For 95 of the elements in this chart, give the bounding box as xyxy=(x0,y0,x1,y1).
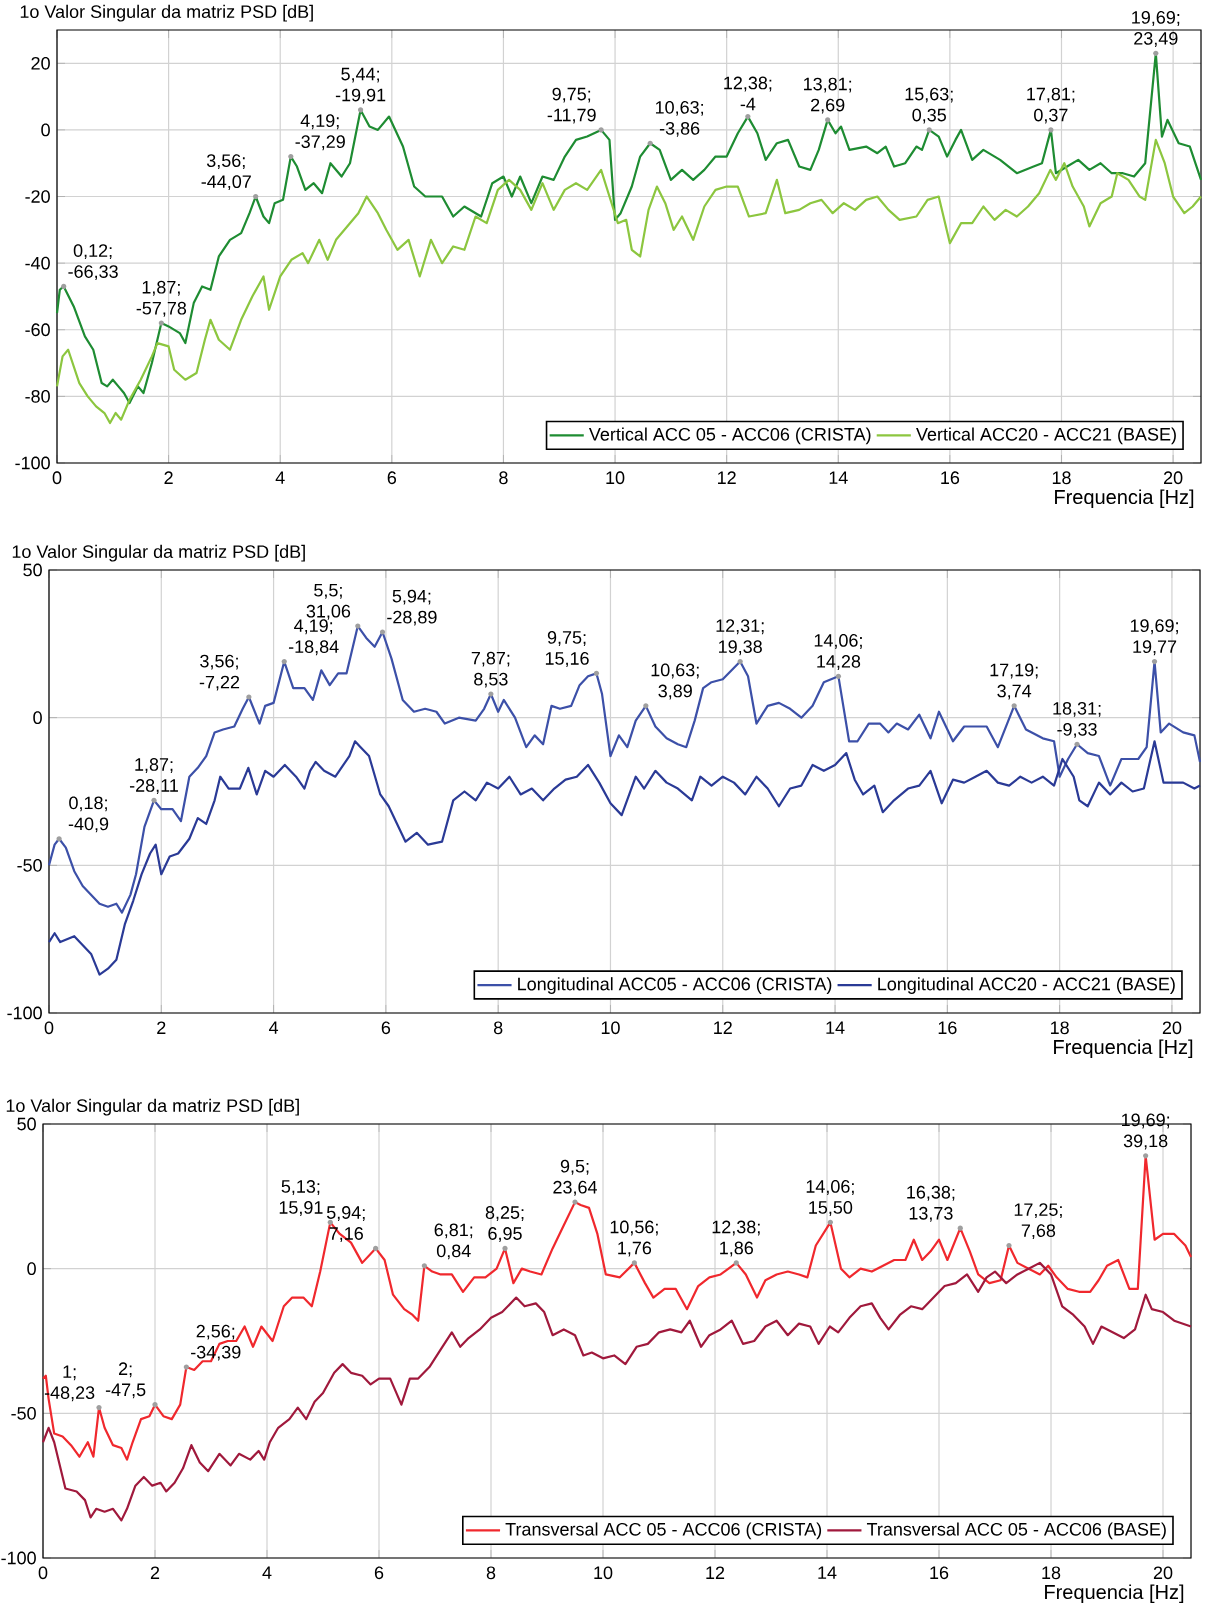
annotation: 3,56; -44,07 xyxy=(201,154,251,191)
x-tick-label: 20 xyxy=(1153,1566,1173,1580)
annotation: 1,87; -28,11 xyxy=(129,758,178,794)
x-tick-label: 12 xyxy=(714,1021,732,1034)
y-tick-label: 0 xyxy=(41,123,50,137)
x-tick-label: 16 xyxy=(930,1566,949,1580)
x-axis-title: Frequencia [Hz] xyxy=(1055,489,1194,509)
x-axis-title: Frequencia [Hz] xyxy=(1045,1584,1184,1604)
legend-label: Vertical ACC 05 - ACC06 (CRISTA) xyxy=(588,427,871,445)
annotation: 17,25; 7,68 xyxy=(1014,1203,1062,1240)
x-tick-label: 4 xyxy=(275,471,285,484)
y-tick-label: -40 xyxy=(25,256,50,270)
annotation: 18,31; -9,33 xyxy=(1053,701,1101,738)
x-tick-label: 18 xyxy=(1051,1021,1069,1035)
y-tick-label: -60 xyxy=(25,323,50,337)
annotation: 1,87; -57,78 xyxy=(136,280,187,317)
x-tick-label: 2 xyxy=(150,1566,160,1579)
y-tick-label: -50 xyxy=(11,1406,36,1420)
x-tick-label: 20 xyxy=(1162,1021,1182,1035)
x-tick-label: 20 xyxy=(1164,471,1183,485)
annotation: 16,38; 13,73 xyxy=(907,1185,955,1222)
legend-label: Transversal ACC 05 - ACC06 (CRISTA) xyxy=(505,1522,822,1540)
y-tick-label: 50 xyxy=(23,563,42,577)
annotation: 5,44; -19,91 xyxy=(335,67,386,104)
x-tick-label: 10 xyxy=(601,1021,620,1035)
x-tick-label: 8 xyxy=(499,471,508,485)
y-tick-label: -100 xyxy=(15,456,50,470)
annotation: 0,12; -66,33 xyxy=(68,244,118,281)
x-tick-label: 16 xyxy=(938,1021,957,1035)
x-axis-title: Frequencia [Hz] xyxy=(1054,1039,1193,1059)
x-tick-label: 14 xyxy=(829,471,848,484)
annotation: 4,19; -37,29 xyxy=(295,114,345,151)
y-tick-label: -20 xyxy=(25,190,50,203)
y-tick-label: 20 xyxy=(31,56,50,70)
annotation: 12,38; -4 xyxy=(724,76,772,111)
annotation: 19,69; 19,77 xyxy=(1130,619,1178,656)
x-tick-label: 6 xyxy=(381,1021,391,1035)
annotation: 12,38; 1,86 xyxy=(712,1220,760,1257)
y-tick-label: 50 xyxy=(17,1117,36,1131)
x-tick-label: 12 xyxy=(706,1566,725,1579)
annotation: 17,81; 0,37 xyxy=(1027,87,1075,124)
x-tick-label: 0 xyxy=(52,471,62,485)
x-tick-label: 4 xyxy=(262,1566,272,1579)
x-tick-label: 4 xyxy=(268,1021,279,1034)
legend-label: Vertical ACC20 - ACC21 (BASE) xyxy=(916,427,1176,445)
annotation: 9,5; 23,64 xyxy=(553,1159,597,1196)
annotation: 5,13; 15,91 xyxy=(279,1180,323,1216)
annotation: 6,81; 0,84 xyxy=(434,1223,473,1260)
annotation: 5,5; 31,06 xyxy=(306,584,351,620)
x-tick-label: 10 xyxy=(606,471,625,485)
annotation: 10,63; 3,89 xyxy=(651,663,699,700)
x-tick-label: 6 xyxy=(387,471,397,485)
annotation: 2; -47,5 xyxy=(105,1362,146,1399)
x-tick-label: 18 xyxy=(1052,471,1071,485)
x-tick-label: 14 xyxy=(818,1566,837,1579)
annotation: 8,25; 6,95 xyxy=(485,1206,524,1242)
x-tick-label: 14 xyxy=(826,1021,845,1034)
annotation: 13,81; 2,69 xyxy=(804,77,852,114)
annotation: 17,19; 3,74 xyxy=(990,663,1038,700)
legend-label: Longitudinal ACC20 - ACC21 (BASE) xyxy=(878,977,1175,994)
y-tick-label: 0 xyxy=(33,711,42,725)
y-tick-label: -50 xyxy=(17,858,42,872)
annotation: 9,75; 15,16 xyxy=(545,631,589,667)
annotation: 14,06; 14,28 xyxy=(814,634,862,670)
annotation: 10,63; -3,86 xyxy=(655,100,704,137)
x-tick-label: 10 xyxy=(594,1566,613,1580)
annotation: 3,56; -7,22 xyxy=(199,654,240,691)
annotation: 14,06; 15,50 xyxy=(806,1180,854,1216)
y-tick-label: 0 xyxy=(27,1262,36,1276)
annotation: 0,18; -40,9 xyxy=(68,796,109,833)
y-axis-title: 1o Valor Singular da matriz PSD [dB] xyxy=(20,4,313,22)
y-axis-title: 1o Valor Singular da matriz PSD [dB] xyxy=(12,544,305,562)
annotation: 19,69; 39,18 xyxy=(1122,1113,1170,1150)
x-tick-label: 2 xyxy=(164,471,173,484)
y-tick-label: -100 xyxy=(1,1551,36,1565)
y-tick-label: -80 xyxy=(25,389,50,403)
x-tick-label: 12 xyxy=(718,471,736,484)
annotation: 9,75; -11,79 xyxy=(547,87,596,124)
x-tick-label: 2 xyxy=(157,1021,166,1034)
annotation: 12,31; 19,38 xyxy=(716,619,764,656)
x-tick-label: 8 xyxy=(486,1566,496,1580)
legend-label: Transversal ACC 05 - ACC06 (BASE) xyxy=(866,1522,1166,1540)
annotation: 15,63; 0,35 xyxy=(905,87,953,124)
annotation: 10,56; 1,76 xyxy=(610,1220,658,1257)
y-tick-label: -100 xyxy=(7,1006,42,1020)
x-tick-label: 6 xyxy=(374,1566,384,1580)
legend-label: Longitudinal ACC05 - ACC06 (CRISTA) xyxy=(518,977,832,994)
annotation: 19,69; 23,49 xyxy=(1132,11,1180,47)
y-axis-title: 1o Valor Singular da matriz PSD [dB] xyxy=(6,1098,299,1116)
x-tick-label: 16 xyxy=(941,471,960,485)
x-tick-label: 8 xyxy=(493,1021,503,1035)
annotation: 7,87; 8,53 xyxy=(471,651,510,688)
annotation: 5,94; -28,89 xyxy=(387,589,437,626)
annotation: 4,19; -18,84 xyxy=(288,619,339,656)
x-tick-label: 18 xyxy=(1042,1566,1061,1580)
